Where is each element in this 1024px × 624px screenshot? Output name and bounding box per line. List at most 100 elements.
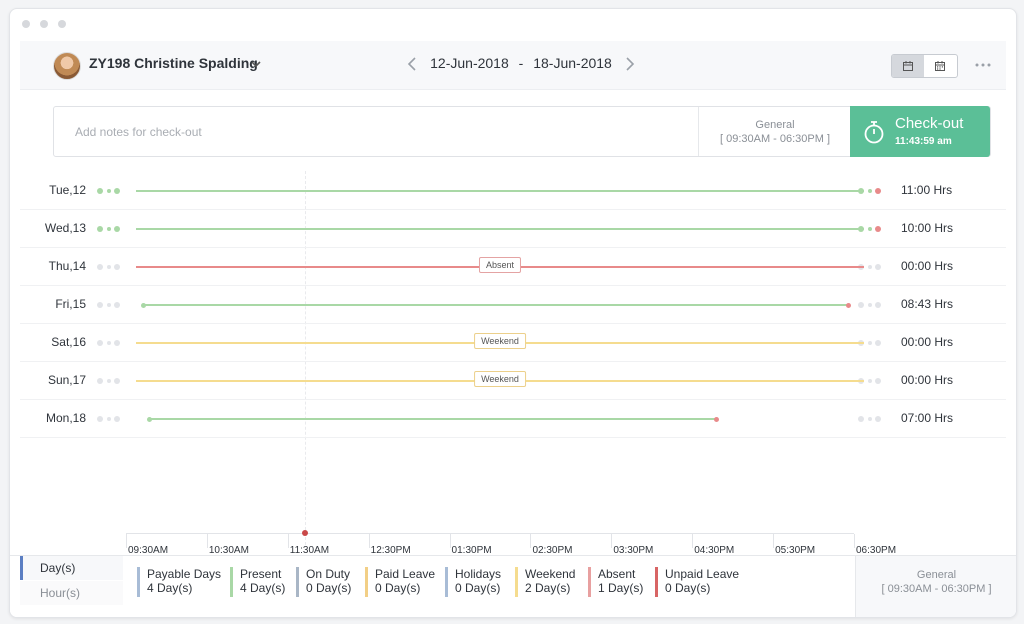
day-label: Wed,13 bbox=[44, 221, 86, 235]
day-label: Mon,18 bbox=[45, 411, 86, 425]
status-dot bbox=[858, 416, 864, 422]
day-row[interactable]: Fri,15 08:43 Hrs bbox=[20, 285, 1006, 324]
more-options-icon[interactable] bbox=[975, 63, 991, 67]
shift-name: General bbox=[755, 119, 795, 131]
axis-tick bbox=[692, 534, 694, 548]
app-window: ZY198 Christine Spalding 12-Jun-2018 - 1… bbox=[9, 8, 1017, 618]
summary-label: Present bbox=[240, 567, 282, 581]
axis-tick-label: 06:30PM bbox=[856, 545, 897, 556]
summary-label: Paid Leave bbox=[375, 567, 436, 581]
day-label: Sat,16 bbox=[51, 335, 86, 349]
window-dot bbox=[40, 20, 48, 28]
status-dot bbox=[114, 378, 120, 384]
hours-value: 08:43 Hrs bbox=[901, 297, 954, 311]
checkout-button[interactable]: Check-out 11:43:59 am bbox=[850, 106, 990, 157]
status-dot bbox=[875, 226, 881, 232]
date-range: 12-Jun-2018 - 18-Jun-2018 bbox=[426, 55, 616, 71]
checkout-notes-input[interactable] bbox=[54, 107, 694, 156]
checkout-timer: 11:43:59 am bbox=[895, 136, 952, 147]
view-toggle bbox=[891, 54, 958, 78]
chevron-down-icon[interactable] bbox=[249, 57, 263, 71]
summary-value: 1 Day(s) bbox=[598, 581, 644, 595]
status-dot bbox=[875, 416, 881, 422]
calendar-month-icon bbox=[935, 61, 945, 71]
status-dot bbox=[868, 303, 872, 307]
summary-item: Paid Leave 0 Day(s) bbox=[365, 567, 435, 597]
summary-item: Holidays 0 Day(s) bbox=[445, 567, 501, 597]
month-view-button[interactable] bbox=[924, 55, 956, 77]
shift-time: [ 09:30AM - 06:30PM ] bbox=[719, 133, 831, 145]
checkin-dot[interactable] bbox=[147, 417, 153, 422]
tab-days[interactable]: Day(s) bbox=[20, 556, 123, 580]
status-dot bbox=[875, 264, 881, 270]
status-dot bbox=[107, 265, 111, 269]
axis-tick bbox=[530, 534, 532, 548]
hours-value: 00:00 Hrs bbox=[901, 259, 954, 273]
status-dot bbox=[868, 227, 872, 231]
tab-hours[interactable]: Hour(s) bbox=[20, 581, 123, 605]
day-row[interactable]: Wed,13 10:00 Hrs bbox=[20, 209, 1006, 248]
axis-tick-label: 09:30AM bbox=[128, 545, 169, 556]
footer-shift-time: [ 09:30AM - 06:30PM ] bbox=[881, 583, 992, 595]
checkout-dot[interactable] bbox=[713, 417, 719, 422]
timeline-bar bbox=[149, 418, 716, 420]
status-tag: Weekend bbox=[474, 371, 526, 387]
summary-label: On Duty bbox=[306, 567, 351, 581]
day-row[interactable]: Tue,12 11:00 Hrs bbox=[20, 171, 1006, 210]
date-separator: - bbox=[518, 55, 524, 71]
axis-tick bbox=[368, 534, 370, 548]
status-dot bbox=[107, 303, 111, 307]
footer-shift-info: General [ 09:30AM - 06:30PM ] bbox=[855, 556, 1016, 617]
status-dot bbox=[107, 227, 111, 231]
timeline-bar bbox=[136, 190, 864, 192]
hours-value: 00:00 Hrs bbox=[901, 335, 954, 349]
checkout-label: Check-out bbox=[895, 115, 964, 132]
axis-tick bbox=[449, 534, 451, 548]
window-dot bbox=[22, 20, 30, 28]
axis-tick-label: 05:30PM bbox=[775, 545, 816, 556]
status-dot bbox=[868, 379, 872, 383]
employee-name[interactable]: ZY198 Christine Spalding bbox=[89, 55, 258, 71]
avatar[interactable] bbox=[53, 52, 81, 80]
axis-tick bbox=[126, 534, 127, 548]
checkout-dot[interactable] bbox=[845, 303, 851, 308]
timeline-bar bbox=[142, 304, 848, 306]
summary-value: 0 Day(s) bbox=[455, 581, 501, 595]
summary-value: 0 Day(s) bbox=[306, 581, 352, 595]
hours-value: 00:00 Hrs bbox=[901, 373, 954, 387]
summary-value: 2 Day(s) bbox=[525, 581, 571, 595]
axis-tick-label: 02:30PM bbox=[532, 545, 573, 556]
status-dot bbox=[858, 302, 864, 308]
status-dot bbox=[107, 189, 111, 193]
status-tag: Weekend bbox=[474, 333, 526, 349]
summary-item: Present 4 Day(s) bbox=[230, 567, 285, 597]
chevron-right-icon[interactable] bbox=[623, 55, 637, 73]
chevron-left-icon[interactable] bbox=[405, 55, 419, 73]
week-view-button[interactable] bbox=[892, 55, 924, 77]
date-end: 18-Jun-2018 bbox=[533, 55, 612, 71]
status-dot bbox=[97, 416, 103, 422]
day-row[interactable]: Sat,16 Weekend 00:00 Hrs bbox=[20, 323, 1006, 362]
checkin-dot[interactable] bbox=[140, 303, 146, 308]
timeline-bar bbox=[136, 228, 864, 230]
summary-label: Holidays bbox=[455, 567, 502, 581]
status-dot bbox=[114, 264, 120, 270]
axis-tick bbox=[611, 534, 613, 548]
attendance-header: ZY198 Christine Spalding 12-Jun-2018 - 1… bbox=[20, 41, 1006, 90]
stopwatch-icon bbox=[864, 121, 884, 144]
day-row[interactable]: Sun,17 Weekend 00:00 Hrs bbox=[20, 361, 1006, 400]
summary-item: Payable Days 4 Day(s) bbox=[137, 567, 221, 597]
summary-item: Unpaid Leave 0 Day(s) bbox=[655, 567, 739, 597]
status-dot bbox=[97, 378, 103, 384]
hours-value: 11:00 Hrs bbox=[901, 183, 953, 197]
status-dot bbox=[875, 378, 881, 384]
day-label: Thu,14 bbox=[48, 259, 86, 273]
summary-value: 4 Day(s) bbox=[147, 581, 193, 595]
status-dot bbox=[114, 416, 120, 422]
status-dot bbox=[97, 340, 103, 346]
footer-shift-name: General bbox=[916, 569, 957, 581]
axis-tick-label: 10:30AM bbox=[208, 545, 249, 556]
day-row[interactable]: Thu,14 Absent 00:00 Hrs bbox=[20, 247, 1006, 286]
day-row[interactable]: Mon,18 07:00 Hrs bbox=[20, 399, 1006, 438]
status-dot bbox=[97, 188, 103, 194]
